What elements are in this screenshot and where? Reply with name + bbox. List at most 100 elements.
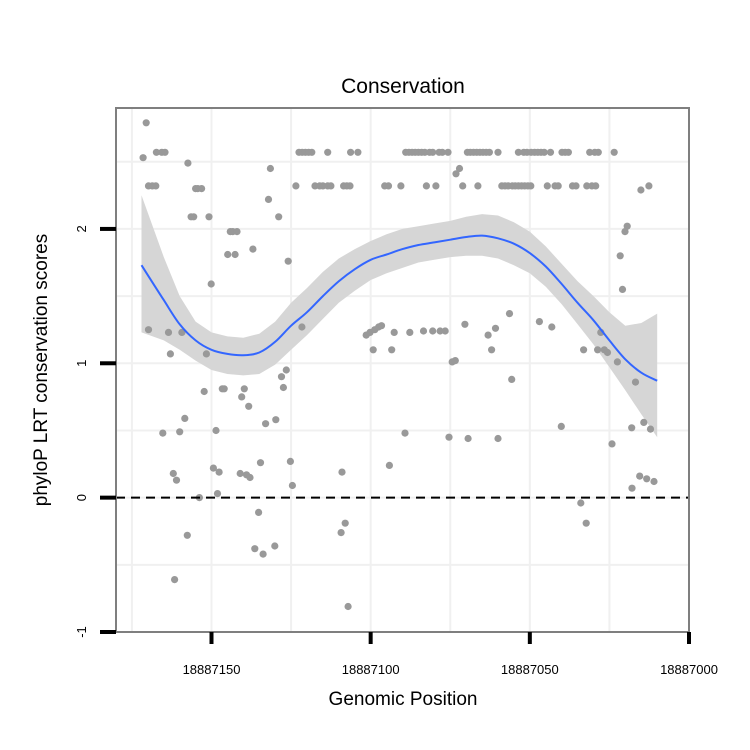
data-point — [546, 148, 555, 156]
data-point — [264, 195, 273, 203]
data-point — [271, 542, 279, 550]
data-point — [184, 159, 192, 167]
data-point — [166, 350, 174, 358]
data-point — [139, 154, 147, 162]
data-point — [494, 434, 502, 443]
data-point — [346, 182, 354, 190]
data-point — [444, 148, 452, 156]
data-point — [432, 182, 440, 190]
data-point — [152, 182, 160, 190]
data-point — [628, 424, 636, 432]
data-point — [277, 373, 286, 381]
data-point — [327, 182, 335, 190]
data-point — [251, 545, 259, 553]
data-point — [645, 182, 653, 190]
y-tick-label: 2 — [74, 225, 89, 232]
data-point — [324, 148, 332, 156]
data-point — [224, 250, 232, 259]
data-point — [554, 182, 562, 190]
data-point — [640, 418, 648, 426]
data-point — [259, 550, 267, 558]
data-point — [445, 433, 453, 441]
data-point — [255, 508, 263, 516]
data-point — [628, 484, 636, 492]
data-point — [646, 425, 655, 433]
data-point — [344, 602, 352, 611]
data-point — [384, 182, 393, 190]
data-point — [282, 366, 290, 374]
data-point — [436, 327, 444, 335]
data-point — [256, 459, 265, 467]
data-point — [527, 182, 535, 190]
data-points — [139, 119, 658, 611]
data-point — [572, 182, 580, 190]
confidence-band — [141, 195, 658, 438]
data-point — [220, 385, 228, 393]
data-point — [582, 519, 590, 527]
data-point — [441, 327, 449, 335]
data-point — [485, 148, 493, 156]
y-axis-label: phyloP LRT conservation scores — [31, 234, 52, 507]
data-point — [262, 420, 270, 428]
data-point — [592, 182, 600, 190]
data-point — [594, 346, 602, 354]
data-point — [284, 257, 292, 265]
data-point — [292, 182, 300, 190]
data-point — [451, 357, 459, 365]
x-tick-label: 18887050 — [501, 662, 559, 677]
data-point — [207, 280, 215, 288]
data-point — [198, 185, 206, 193]
data-point — [202, 350, 210, 358]
data-point — [178, 328, 186, 336]
data-point — [385, 461, 393, 469]
axes: 18887150 18887100 18887050 18887000 -1 0 1 2 — [74, 225, 718, 677]
data-point — [245, 402, 253, 410]
data-point — [212, 426, 220, 435]
data-point — [438, 148, 446, 156]
data-point — [618, 285, 627, 293]
data-point — [181, 414, 189, 422]
data-point — [491, 324, 500, 332]
data-point — [161, 148, 169, 156]
data-point — [337, 529, 345, 537]
data-point — [272, 416, 280, 424]
data-point — [266, 164, 274, 173]
data-point — [631, 378, 640, 386]
data-point — [616, 252, 624, 260]
data-point — [608, 440, 616, 448]
data-point — [279, 383, 287, 392]
data-point — [347, 148, 355, 156]
x-tick-label: 18887150 — [183, 662, 241, 677]
data-point — [603, 348, 612, 357]
data-point — [429, 148, 437, 156]
data-point — [406, 328, 414, 336]
data-point — [354, 148, 362, 156]
data-point — [577, 499, 585, 507]
y-tick-label: 0 — [74, 494, 89, 501]
data-point — [183, 531, 191, 539]
data-point — [176, 428, 184, 436]
plot-border — [115, 107, 690, 633]
data-point — [459, 182, 467, 190]
data-point — [164, 328, 173, 336]
data-point — [643, 475, 651, 483]
data-point — [540, 148, 548, 156]
data-point — [338, 468, 346, 476]
data-point — [377, 322, 386, 330]
data-point — [233, 228, 241, 236]
data-point — [452, 170, 460, 178]
data-point — [288, 481, 296, 490]
data-point — [650, 477, 658, 486]
data-point — [583, 182, 591, 190]
data-point — [610, 148, 618, 156]
data-point — [152, 148, 160, 156]
data-point — [461, 320, 469, 328]
data-point — [213, 490, 222, 498]
data-point — [215, 468, 223, 476]
data-point — [388, 346, 396, 354]
data-point — [275, 213, 283, 221]
data-point — [231, 250, 239, 259]
x-tick-label: 18887100 — [342, 662, 400, 677]
data-point — [169, 469, 177, 478]
data-point — [508, 375, 516, 383]
